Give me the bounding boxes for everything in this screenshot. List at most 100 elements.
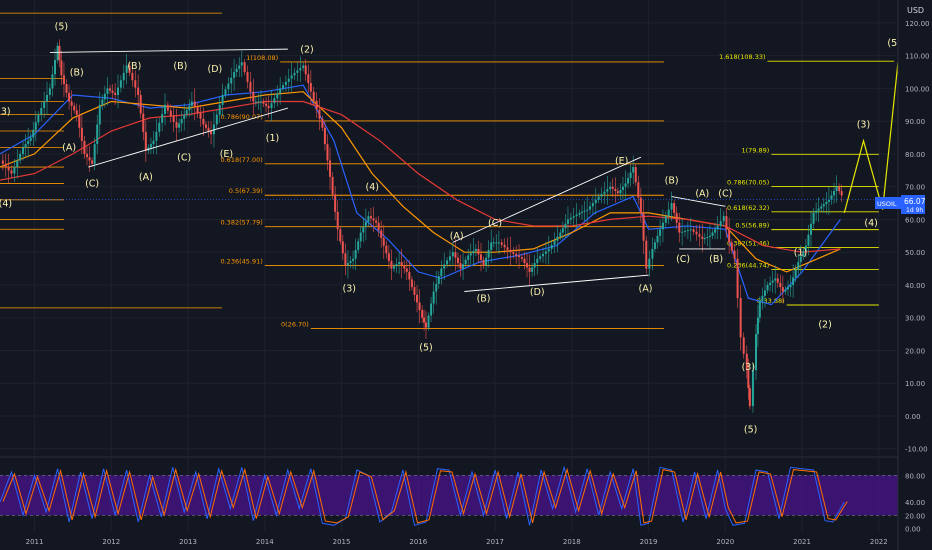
candle-body	[302, 65, 305, 68]
time-tick-label: 2011	[26, 538, 44, 546]
candle-body	[68, 92, 71, 102]
symbol-tag: USOIL	[877, 200, 897, 208]
candle-body	[802, 251, 805, 257]
candle-body	[212, 124, 215, 135]
candle-body	[37, 114, 40, 123]
candle-body	[78, 114, 81, 128]
candle-body	[706, 236, 709, 239]
candle-body	[65, 84, 68, 93]
candle-body	[533, 263, 536, 268]
candle-body	[32, 129, 35, 138]
wave-label: (2)	[300, 44, 313, 55]
candle-body	[817, 208, 820, 211]
candle-body	[119, 80, 122, 88]
candle-body	[786, 287, 789, 290]
candle-body	[645, 240, 648, 269]
candle-body	[812, 212, 815, 224]
candle-body	[774, 278, 777, 281]
time-tick-label: 2018	[563, 538, 581, 546]
candle-body	[284, 81, 287, 86]
candle-body	[583, 210, 586, 212]
candle-body	[416, 294, 419, 303]
candle-body	[692, 229, 695, 232]
candle-body	[339, 229, 342, 242]
candle-body	[88, 157, 91, 161]
candle-body	[653, 242, 656, 249]
price-badge: USOIL 66.07 1d 9h	[875, 195, 926, 214]
candle-body	[456, 257, 459, 264]
price-tick-label: 0.00	[905, 413, 921, 421]
time-tick-label: 2020	[716, 538, 734, 546]
candle-body	[227, 83, 230, 90]
candle-body	[199, 113, 202, 119]
candle-body	[51, 74, 54, 89]
candle-body	[722, 216, 725, 222]
candle-body	[464, 259, 467, 265]
candle-body	[354, 250, 357, 259]
wave-label: (A)	[639, 284, 653, 295]
candle-body	[207, 127, 210, 132]
candle-body	[748, 388, 751, 407]
candle-body	[656, 235, 659, 243]
time-axis[interactable]: 2011 2012 2013 2014 2015 2016 2017 2018 2019 2020…	[26, 538, 888, 546]
wave-label: (3)	[342, 284, 355, 295]
moving-average-slow	[0, 100, 841, 253]
candle-body	[603, 191, 606, 195]
fib-level-label: 0(26.70)	[281, 321, 309, 329]
price-axis[interactable]: 120.00 110.00 100.00 90.00 80.00 70.00 60.00 50…	[897, 0, 932, 550]
candle-body	[575, 214, 578, 217]
candle-body	[467, 255, 470, 260]
candle-body	[24, 144, 27, 148]
wave-label: (C)	[718, 189, 732, 200]
candle-body	[54, 60, 57, 75]
candle-body	[719, 221, 722, 226]
stochastic-band	[0, 475, 898, 516]
candle-body	[252, 91, 255, 102]
candle-body	[304, 65, 307, 75]
candle-body	[609, 186, 612, 190]
candle-body	[776, 278, 779, 283]
candle-body	[792, 277, 795, 285]
candle-body	[469, 253, 472, 256]
candle-body	[745, 353, 748, 371]
candle-body	[178, 123, 181, 128]
candle-body	[459, 263, 462, 269]
candle-body	[111, 90, 114, 93]
candle-body	[518, 255, 521, 258]
candle-body	[695, 231, 698, 235]
candle-body	[56, 45, 59, 61]
candle-body	[432, 291, 435, 304]
candle-body	[733, 250, 736, 259]
candle-body	[742, 337, 745, 354]
candle-body	[243, 62, 246, 73]
wave-label: (C)	[177, 152, 191, 163]
wave-label: (1)	[794, 247, 807, 258]
candle-body	[440, 268, 443, 277]
candle-body	[594, 199, 597, 204]
candle-body	[106, 88, 109, 94]
candle-body	[716, 226, 719, 230]
wave-label: (A)	[139, 172, 153, 183]
wave-label: (E)	[220, 149, 233, 160]
candle-body	[164, 104, 167, 114]
candle-body	[382, 238, 385, 246]
price-pane[interactable]: 1.618(108.33) 1(108.08) 0.786(90.07) 1(79.8…	[0, 12, 901, 435]
candle-body	[341, 241, 344, 254]
candle-body	[344, 253, 347, 266]
candle-body	[512, 252, 515, 254]
candle-body	[122, 72, 125, 81]
candle-body	[1, 160, 4, 164]
candle-body	[131, 72, 134, 81]
candle-body	[771, 280, 774, 283]
candle-body	[93, 144, 96, 164]
candle-body	[474, 248, 477, 252]
candle-body	[581, 211, 584, 213]
candle-body	[591, 203, 594, 207]
candle-body	[451, 252, 454, 257]
candle-body	[606, 189, 609, 192]
candle-body	[684, 230, 687, 232]
candle-body	[766, 284, 769, 291]
candle-body	[240, 62, 243, 66]
candle-body	[673, 203, 676, 213]
